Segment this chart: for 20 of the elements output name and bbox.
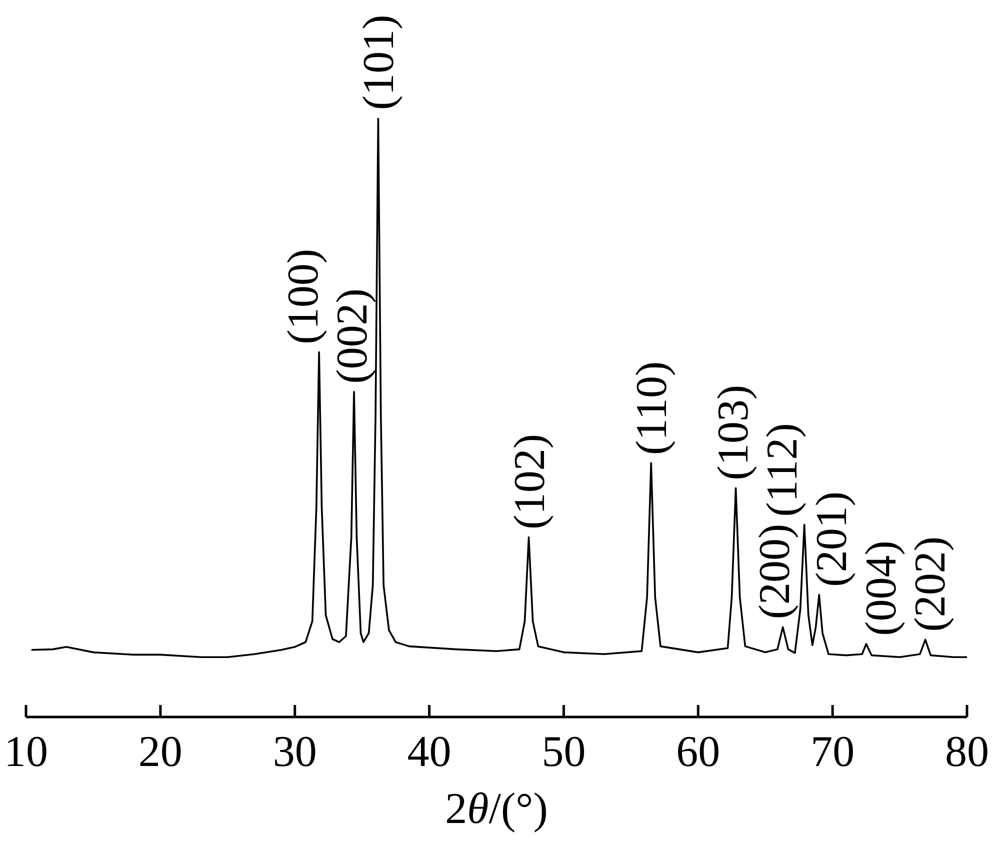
annotation: (100)	[278, 248, 327, 344]
x-tick-label: 60	[676, 727, 720, 776]
x-tick-label: 70	[810, 727, 855, 776]
annotation: (002)	[327, 288, 376, 384]
x-axis-title: 2θ/(°)	[445, 784, 548, 833]
annotation: (004)	[856, 540, 905, 636]
annotation: (112)	[757, 423, 806, 517]
annotation: (200)	[749, 524, 798, 620]
x-tick-label: 50	[542, 727, 586, 776]
x-tick-label: 30	[272, 727, 317, 776]
annotation: (101)	[354, 14, 403, 110]
annotation: (102)	[504, 434, 554, 530]
x-tick-label: 80	[945, 727, 989, 776]
x-tick-label: 20	[138, 727, 182, 776]
annotation: (202)	[905, 536, 954, 632]
x-tick-label: 40	[407, 727, 452, 776]
annotation: (110)	[626, 361, 676, 456]
x-tick-label: 10	[4, 727, 48, 776]
annotation: (103)	[708, 384, 757, 480]
annotation: (201)	[806, 491, 856, 587]
